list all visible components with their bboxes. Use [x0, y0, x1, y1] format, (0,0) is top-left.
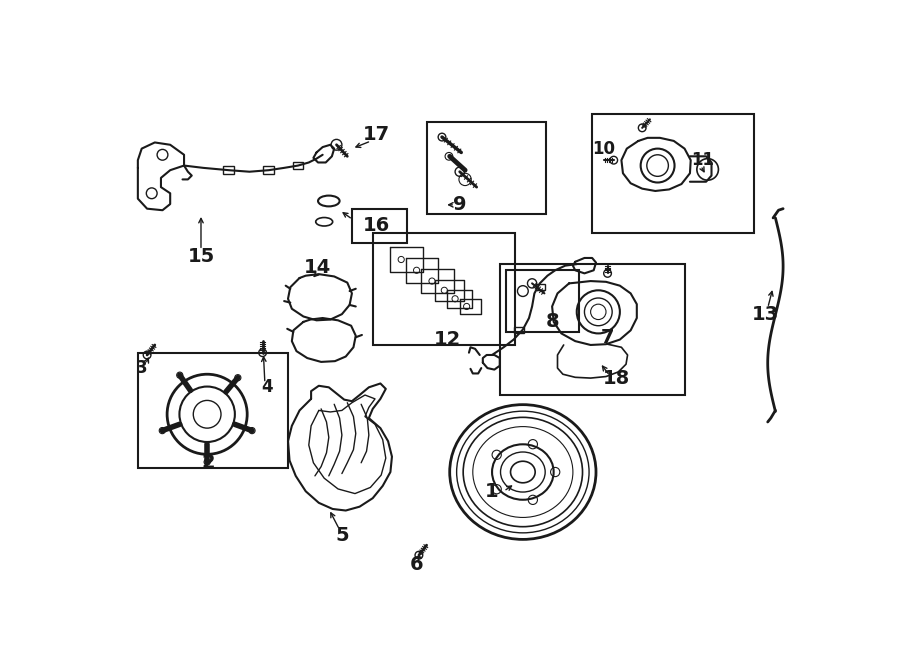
Text: 15: 15 [187, 247, 214, 266]
Text: 16: 16 [363, 216, 391, 235]
Bar [373, 233, 515, 345]
Bar [352, 209, 408, 243]
Text: 11: 11 [691, 151, 714, 169]
Bar [427, 122, 546, 214]
Bar [223, 167, 234, 174]
Text: 17: 17 [363, 126, 390, 144]
Text: 1: 1 [485, 482, 499, 501]
Bar [264, 167, 274, 174]
Text: 6: 6 [410, 555, 423, 574]
Bar [500, 264, 685, 395]
Text: 10: 10 [592, 139, 616, 157]
Text: 12: 12 [434, 330, 461, 349]
Text: 18: 18 [603, 369, 630, 387]
Bar [536, 284, 545, 290]
Bar [592, 114, 754, 233]
Text: 9: 9 [453, 196, 466, 214]
Text: 4: 4 [261, 378, 273, 397]
Bar [506, 270, 579, 332]
Text: 2: 2 [202, 453, 215, 472]
Text: 5: 5 [335, 525, 348, 545]
Text: 8: 8 [545, 313, 559, 331]
Text: 7: 7 [601, 328, 615, 347]
Text: 14: 14 [303, 258, 331, 278]
Bar [138, 353, 288, 468]
Bar [292, 162, 303, 169]
Bar [515, 327, 524, 333]
Text: 13: 13 [752, 305, 779, 324]
Text: 3: 3 [136, 359, 148, 377]
